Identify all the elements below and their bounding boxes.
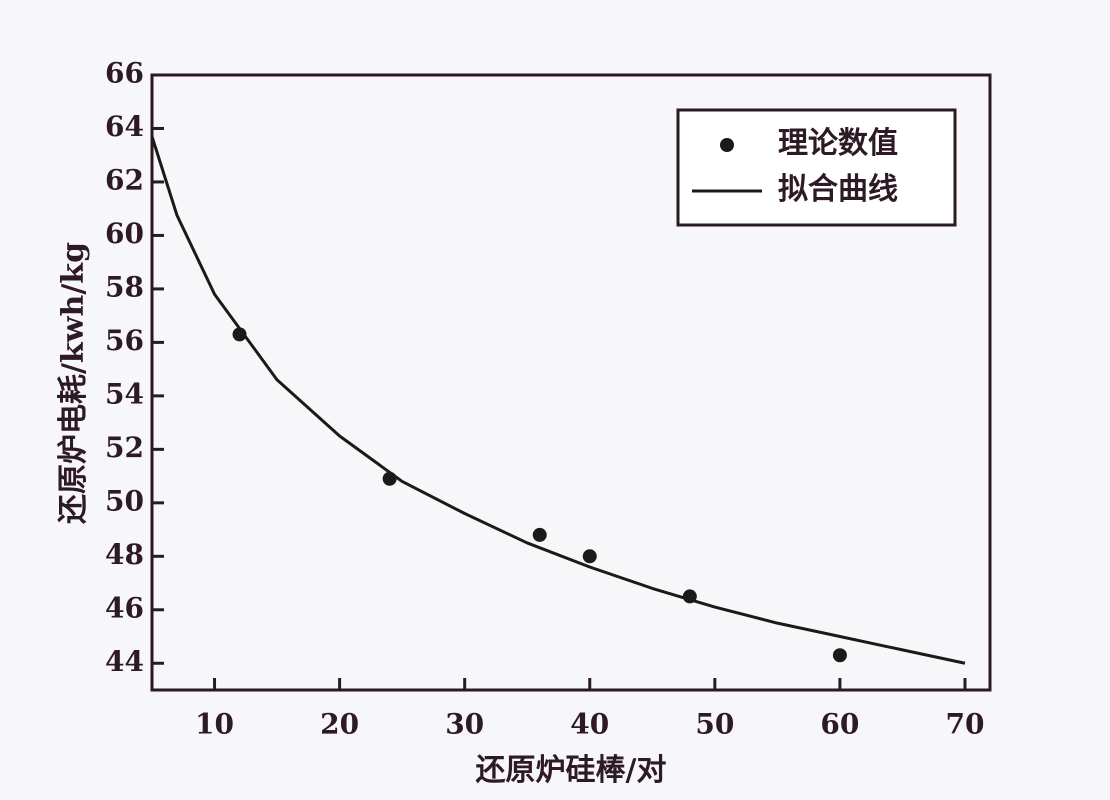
x-tick-label: 30 [445, 708, 484, 741]
y-tick-label: 46 [105, 591, 144, 624]
data-point [532, 527, 547, 542]
y-tick-label: 48 [105, 538, 144, 571]
y-tick-label: 52 [105, 431, 144, 464]
x-tick-label: 10 [195, 708, 234, 741]
x-tick-label: 70 [946, 708, 985, 741]
legend-box [676, 108, 957, 227]
y-tick-label: 44 [105, 645, 144, 678]
legend-label: 理论数值 [778, 126, 898, 161]
x-tick-label: 50 [695, 708, 734, 741]
x-tick-label: 20 [320, 708, 359, 741]
x-tick-label: 60 [820, 708, 859, 741]
data-point [582, 549, 597, 564]
plot-frame [150, 73, 992, 692]
y-tick-label: 58 [105, 270, 144, 303]
y-tick-label: 56 [105, 324, 144, 357]
y-tick-label: 62 [105, 163, 144, 196]
legend-label: 拟合曲线 [778, 172, 898, 207]
y-axis-label: 还原炉电耗/kwh/kg [56, 242, 91, 524]
x-axis-label: 还原炉硅棒/对 [476, 753, 667, 788]
y-tick-label: 50 [105, 484, 144, 517]
data-point [832, 648, 847, 663]
fit-line [150, 136, 966, 665]
y-tick-label: 66 [105, 57, 144, 90]
y-tick-label: 60 [105, 217, 144, 250]
y-tick-label: 64 [105, 110, 144, 143]
x-tick-label: 40 [570, 708, 609, 741]
y-tick-label: 54 [105, 377, 144, 410]
legend-marker [720, 138, 734, 152]
